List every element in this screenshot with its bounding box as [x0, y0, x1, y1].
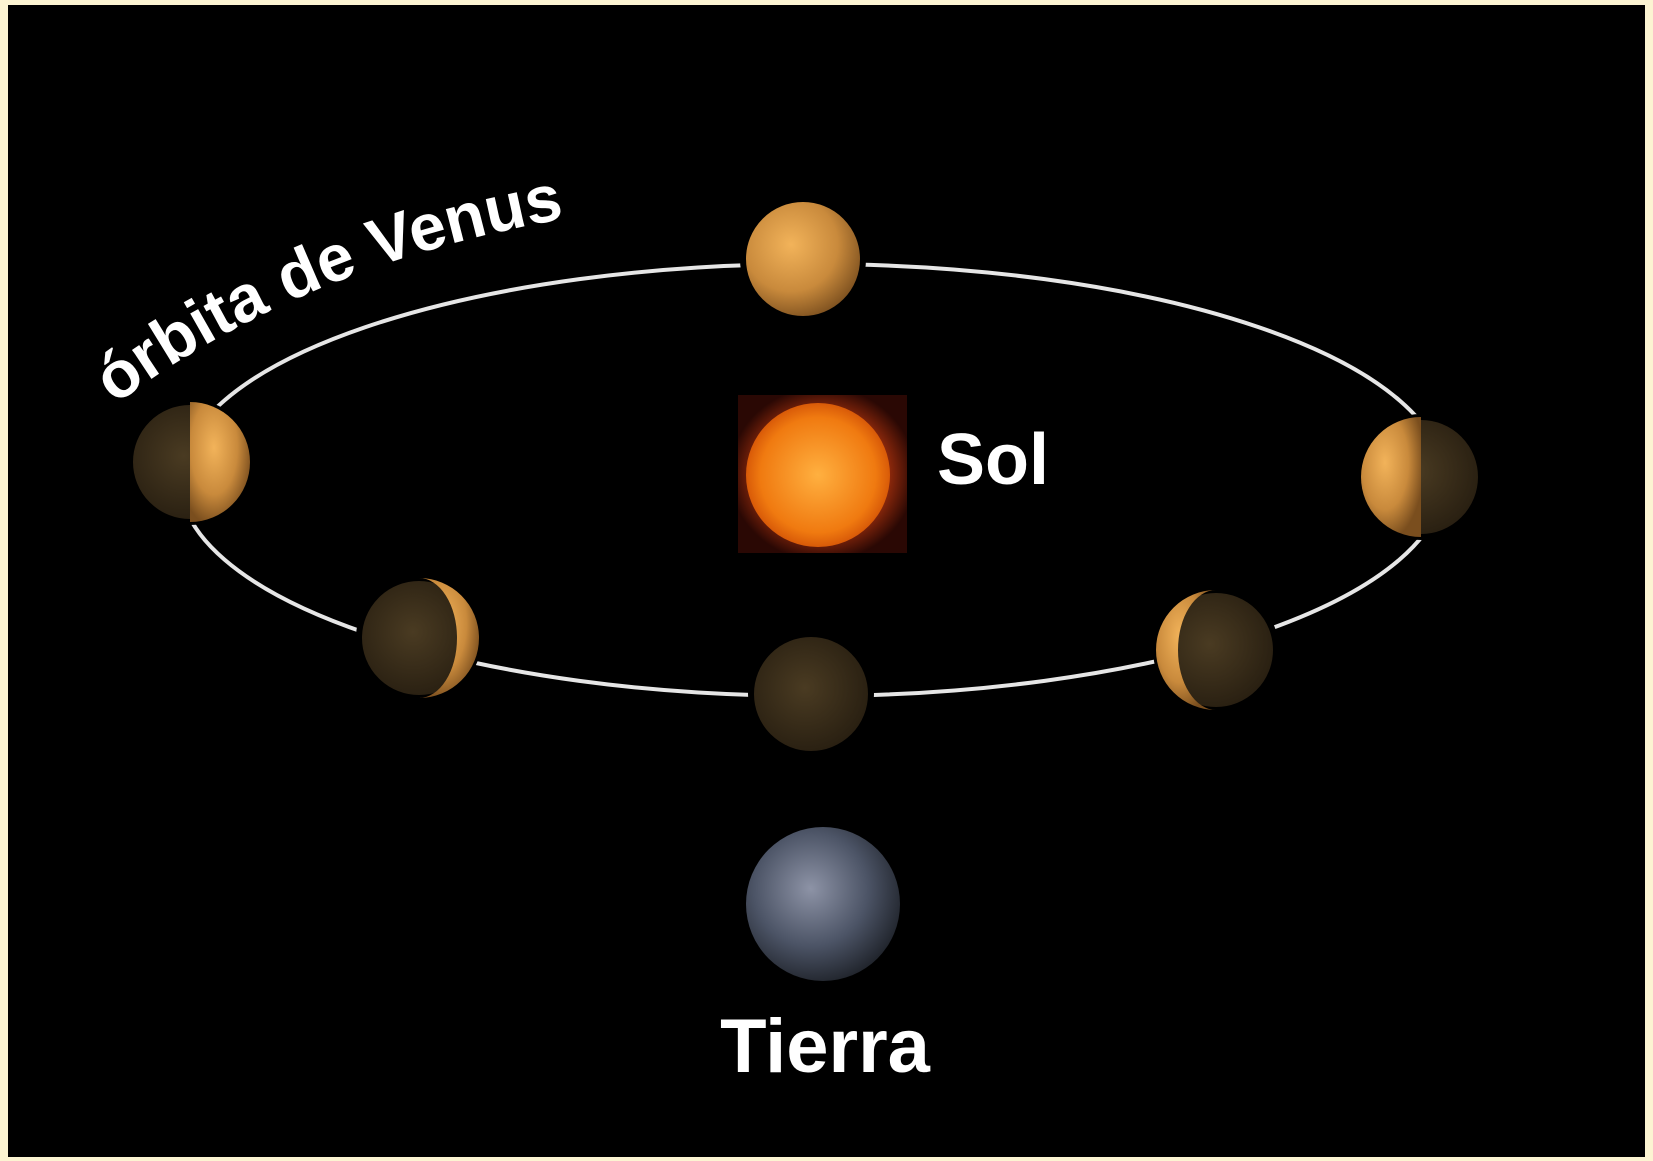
venus-new	[751, 634, 871, 754]
sun-label: Sol	[937, 420, 1049, 500]
earth	[746, 827, 900, 981]
venus-full	[743, 199, 863, 319]
sun	[746, 403, 890, 547]
diagram: órbita de Venus Sol Tierra	[0, 0, 1653, 1161]
earth-label: Tierra	[720, 1004, 931, 1089]
